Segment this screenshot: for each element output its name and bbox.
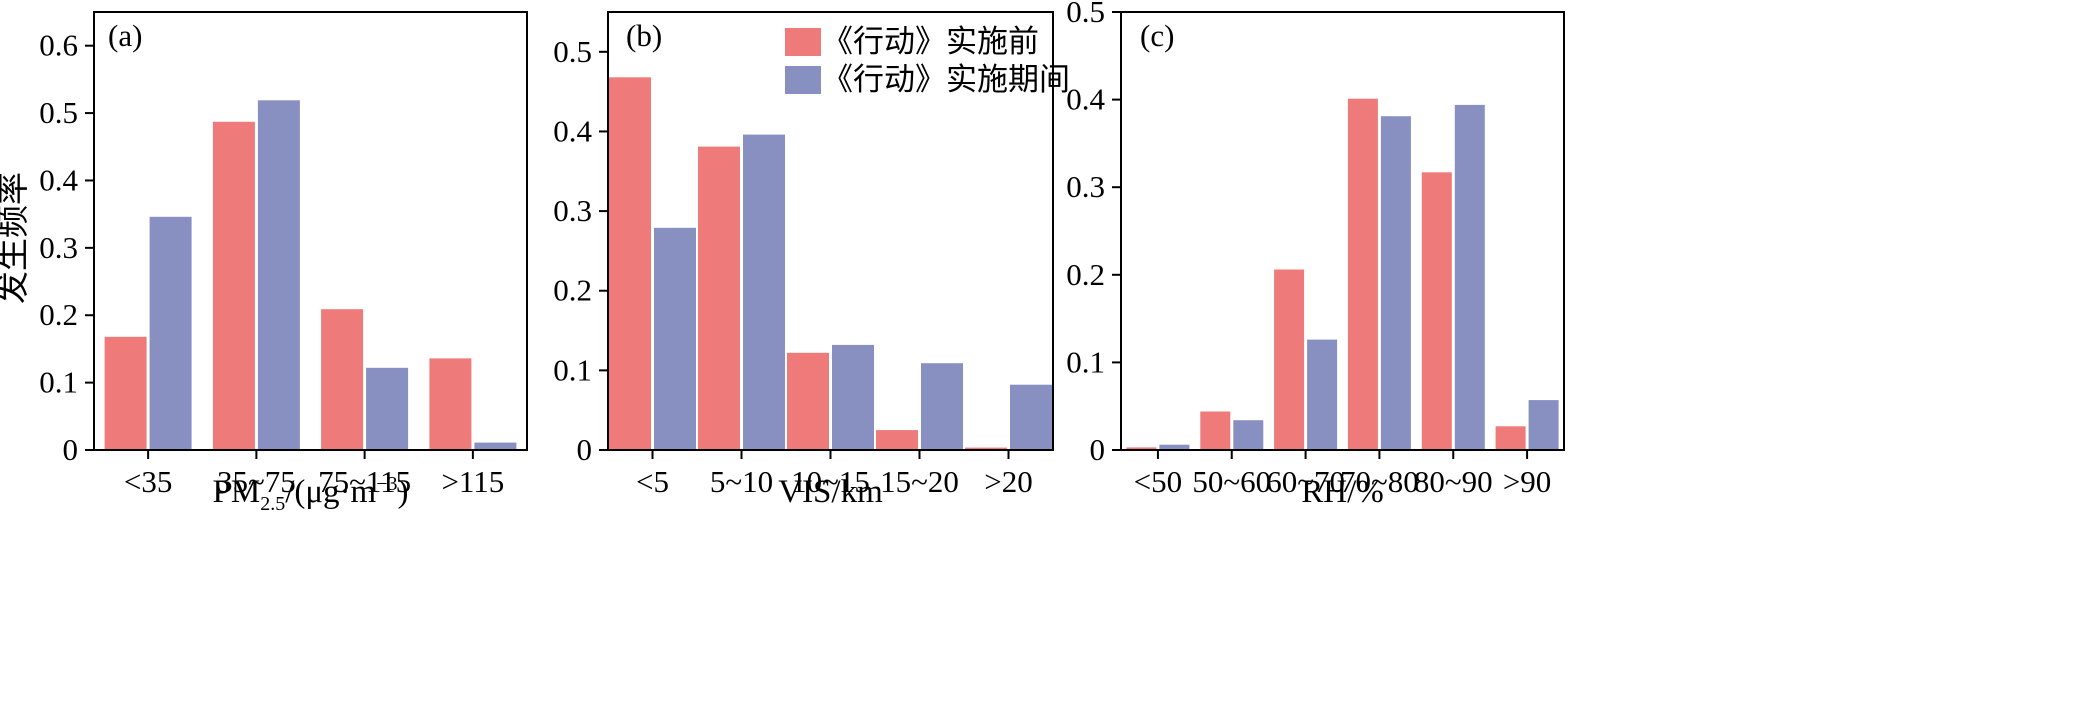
bar-during-3 (474, 442, 517, 450)
x-tick-label: <35 (124, 464, 172, 499)
bar-before-5 (1495, 426, 1526, 450)
bar-during-3 (921, 363, 963, 450)
x-axis-title-b: VIS/km (778, 474, 883, 510)
bar-before-4 (965, 447, 1007, 450)
y-tick-label: 0.4 (1066, 82, 1105, 117)
panel-label-c: (c) (1140, 18, 1174, 53)
legend-label-during: 《行动》实施期间 (822, 62, 1070, 98)
bar-before-3 (876, 430, 918, 450)
y-tick-label: 0.1 (1066, 344, 1105, 379)
x-tick-label: >90 (1503, 464, 1551, 499)
x-tick-label: 75~115 (318, 464, 411, 499)
x-axis-title-c: RH/% (1301, 474, 1384, 510)
y-axis-title: 发生频率 (0, 172, 32, 304)
y-tick-label: 0.6 (39, 28, 78, 63)
x-tick-label: >115 (441, 464, 504, 499)
bar-before-0 (1126, 447, 1157, 450)
bar-during-2 (366, 367, 409, 450)
x-tick-label: 60~70 (1266, 464, 1345, 499)
y-tick-label: 0.1 (39, 365, 78, 400)
bar-before-1 (1200, 411, 1231, 450)
bar-during-0 (1159, 444, 1190, 450)
y-tick-label: 0.4 (553, 113, 592, 148)
legend: 《行动》实施前 《行动》实施期间 (785, 24, 1070, 98)
bar-during-2 (1307, 339, 1338, 450)
bar-during-3 (1380, 116, 1411, 450)
x-tick-label: <5 (636, 464, 669, 499)
legend-swatch-during (785, 66, 821, 94)
bar-before-1 (698, 146, 740, 450)
legend-label-before: 《行动》实施前 (822, 24, 1039, 60)
bar-before-0 (609, 77, 651, 451)
y-tick-label: 0.5 (553, 34, 592, 69)
x-tick-label: 50~60 (1192, 464, 1271, 499)
x-axis-title-a: PM2.5/(μg·m−3) (213, 473, 409, 515)
x-tick-label: 35~75 (217, 464, 296, 499)
y-tick-label: 0.5 (1066, 0, 1105, 29)
y-tick-label: 0 (1090, 432, 1106, 467)
y-tick-label: 0.3 (1066, 169, 1105, 204)
chart-panel-b: 0 0.1 0.2 0.3 0.4 0.5 <5 5~10 10~15 15~20 >20 (553, 11, 1054, 499)
bar-before-2 (321, 309, 364, 450)
y-tick-label: 0.4 (39, 162, 78, 197)
y-tick-label: 0.3 (39, 230, 78, 265)
panel-label-b: (b) (626, 18, 662, 53)
chart-panel-a: 0 0.1 0.2 0.3 0.4 0.5 0.6 <35 35~75 75~115 >115 (39, 11, 528, 499)
y-tick-label: 0.3 (553, 193, 592, 228)
panel-label-a: (a) (108, 18, 142, 53)
bar-before-2 (787, 352, 829, 450)
y-tick-label: 0 (63, 432, 79, 467)
bar-before-3 (1347, 98, 1378, 450)
bar-before-2 (1274, 269, 1305, 450)
bar-before-0 (104, 336, 147, 450)
x-tick-label: >20 (984, 464, 1032, 499)
y-tick-label: 0.2 (1066, 257, 1105, 292)
x-tick-label: 15~20 (880, 464, 959, 499)
bar-during-5 (1528, 400, 1559, 450)
y-tick-label: 0.2 (553, 273, 592, 308)
x-tick-label: <50 (1134, 464, 1182, 499)
bar-during-0 (654, 227, 696, 450)
legend-swatch-before (785, 28, 821, 56)
x-tick-label: 5~10 (710, 464, 773, 499)
x-tick-label: 10~15 (791, 464, 870, 499)
bar-during-4 (1454, 104, 1485, 451)
bar-during-4 (1010, 384, 1052, 450)
plot-frame (93, 11, 528, 451)
y-tick-label: 0 (577, 432, 593, 467)
y-tick-label: 0.5 (39, 95, 78, 130)
bar-before-3 (429, 358, 472, 450)
bar-before-4 (1421, 172, 1452, 451)
plot-frame (1120, 11, 1565, 451)
bar-during-2 (832, 344, 874, 450)
x-tick-label: 70~80 (1340, 464, 1419, 499)
bar-during-1 (743, 134, 785, 450)
bar-during-0 (149, 216, 192, 450)
bar-during-1 (1233, 420, 1264, 450)
y-tick-label: 0.1 (553, 352, 592, 387)
x-tick-label: 80~90 (1414, 464, 1493, 499)
bar-before-1 (212, 121, 255, 451)
y-tick-label: 0.2 (39, 297, 78, 332)
bar-during-1 (257, 100, 300, 451)
